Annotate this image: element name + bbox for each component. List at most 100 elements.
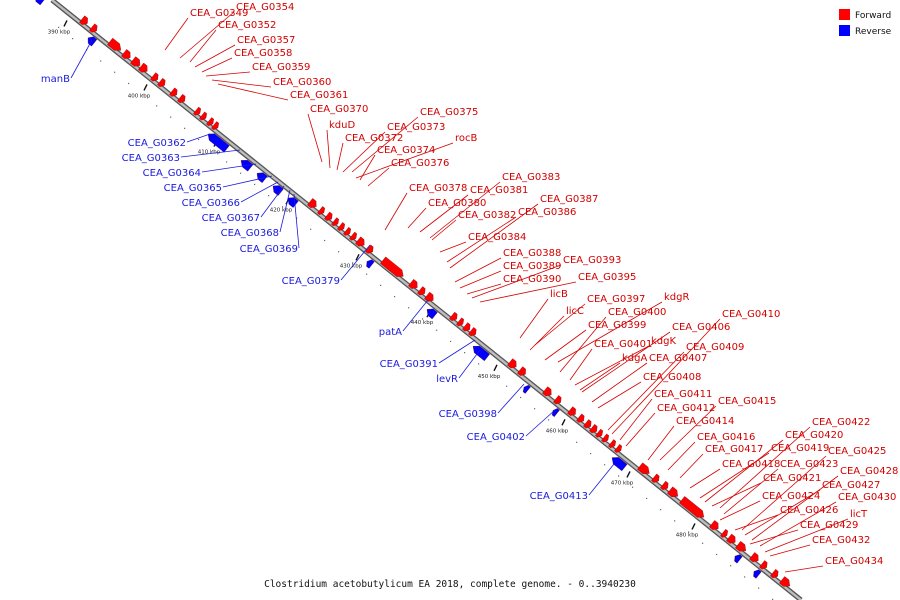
map-caption: Clostridium acetobutylicum EA 2018, comp… xyxy=(264,579,636,590)
legend-reverse-label: Reverse xyxy=(855,27,892,37)
minor-tick xyxy=(744,576,746,578)
gene-label-cea-g0389: CEA_G0389 xyxy=(503,261,561,272)
leader-line xyxy=(557,301,663,363)
forward-gene-arrow xyxy=(199,111,207,121)
forward-gene-arrow xyxy=(462,322,471,332)
forward-gene-arrow xyxy=(507,358,517,369)
leader-line xyxy=(711,482,762,507)
leader-line xyxy=(419,194,469,233)
forward-gene-arrow xyxy=(138,62,148,73)
reverse-gene-arrow xyxy=(34,0,46,6)
forward-gene-arrow xyxy=(343,226,351,236)
gene-label-cea-g0418: CEA_G0418 xyxy=(722,459,780,470)
leader-line xyxy=(569,348,593,381)
tick-mark xyxy=(691,523,696,530)
gene-label-cea-g0362: CEA_G0362 xyxy=(128,138,186,149)
gene-label-cea-g0388: CEA_G0388 xyxy=(503,248,561,259)
leader-line xyxy=(597,381,642,409)
forward-gene-arrow xyxy=(660,480,669,491)
minor-tick xyxy=(646,497,648,500)
forward-gene-arrow xyxy=(651,473,660,483)
gene-label-cea-g0387: CEA_G0387 xyxy=(540,194,598,205)
minor-tick xyxy=(772,598,774,600)
minor-tick xyxy=(408,307,410,309)
minor-tick xyxy=(58,26,60,29)
leader-line xyxy=(367,167,390,187)
minor-tick xyxy=(604,464,606,466)
leader-line xyxy=(340,244,371,281)
forward-genes xyxy=(79,15,790,587)
leader-line xyxy=(205,71,251,77)
tick-label: 430 kbp xyxy=(340,263,363,269)
gene-label-cea-g0363: CEA_G0363 xyxy=(122,153,180,164)
minor-tick xyxy=(268,195,270,197)
reverse-gene-arrow xyxy=(522,385,531,394)
reverse-gene-arrow xyxy=(753,569,762,579)
gene-label-cea-g0409: CEA_G0409 xyxy=(686,342,744,353)
tick-mark xyxy=(493,364,498,372)
gene-label-cea-g0390: CEA_G0390 xyxy=(503,274,561,285)
gene-label-cea-g0361: CEA_G0361 xyxy=(290,90,348,101)
legend-forward-swatch xyxy=(839,9,850,20)
leader-line xyxy=(497,383,525,414)
forward-gene-arrow xyxy=(380,256,404,277)
minor-tick xyxy=(366,273,368,275)
tick-label: 410 kbp xyxy=(198,150,221,156)
gene-label-cea-g0379: CEA_G0379 xyxy=(282,276,340,287)
gene-label-cea-g0367: CEA_G0367 xyxy=(202,213,260,224)
minor-tick xyxy=(520,396,522,399)
leader-line xyxy=(454,257,502,283)
forward-gene-arrow xyxy=(324,211,333,221)
minor-tick xyxy=(310,228,312,230)
leader-line xyxy=(529,315,565,351)
leader-line xyxy=(519,298,549,339)
gene-label-cea-g0383: CEA_G0383 xyxy=(502,172,560,183)
leader-line xyxy=(479,281,577,303)
forward-gene-arrow xyxy=(589,424,598,434)
leader-line xyxy=(679,453,704,479)
forward-gene-arrow xyxy=(150,72,159,82)
gene-label-cea-g0372: CEA_G0372 xyxy=(345,133,403,144)
minor-tick xyxy=(422,318,424,320)
leader-line xyxy=(201,57,233,73)
forward-gene-arrow xyxy=(542,386,552,397)
gene-label-cea-g0411: CEA_G0411 xyxy=(654,389,712,400)
gene-label-cea-g0369: CEA_G0369 xyxy=(240,244,298,255)
leader-line xyxy=(534,303,586,346)
forward-gene-arrow xyxy=(206,117,214,126)
gene-label-cea-g0357: CEA_G0357 xyxy=(237,35,295,46)
tick-label: 400 kbp xyxy=(128,93,151,99)
forward-gene-arrow xyxy=(408,279,418,289)
leader-line xyxy=(189,29,217,63)
gene-label-licb: licB xyxy=(550,289,568,300)
legend: Forward Reverse xyxy=(839,9,892,37)
forward-gene-arrow xyxy=(365,244,374,254)
gene-label-cea-g0380: CEA_G0380 xyxy=(428,198,486,209)
reverse-gene-arrow xyxy=(287,197,299,208)
leader-line xyxy=(607,351,685,431)
leader-line xyxy=(719,500,761,521)
gene-label-cea-g0424: CEA_G0424 xyxy=(762,491,820,502)
minor-tick xyxy=(324,239,326,242)
gene-label-cea-g0413: CEA_G0413 xyxy=(530,491,588,502)
tick-mark xyxy=(63,20,68,27)
forward-gene-arrow xyxy=(614,444,622,453)
leader-line xyxy=(407,207,427,229)
leader-line xyxy=(342,131,386,173)
leader-line xyxy=(459,270,502,289)
leader-line xyxy=(429,181,501,239)
leader-line xyxy=(179,11,235,59)
minor-tick xyxy=(184,127,186,129)
leader-line xyxy=(458,349,481,379)
minor-tick xyxy=(450,340,452,343)
legend-forward-label: Forward xyxy=(855,11,891,21)
gene-label-cea-g0423: CEA_G0423 xyxy=(780,459,838,470)
tick-label: 450 kbp xyxy=(478,374,501,380)
leader-line xyxy=(194,44,236,68)
forward-gene-arrow xyxy=(331,217,339,227)
leader-line xyxy=(723,468,779,515)
gene-label-cea-g0364: CEA_G0364 xyxy=(143,168,201,179)
forward-gene-arrow xyxy=(567,406,576,416)
minor-tick xyxy=(114,71,116,73)
tick-label: 440 kbp xyxy=(411,320,434,326)
